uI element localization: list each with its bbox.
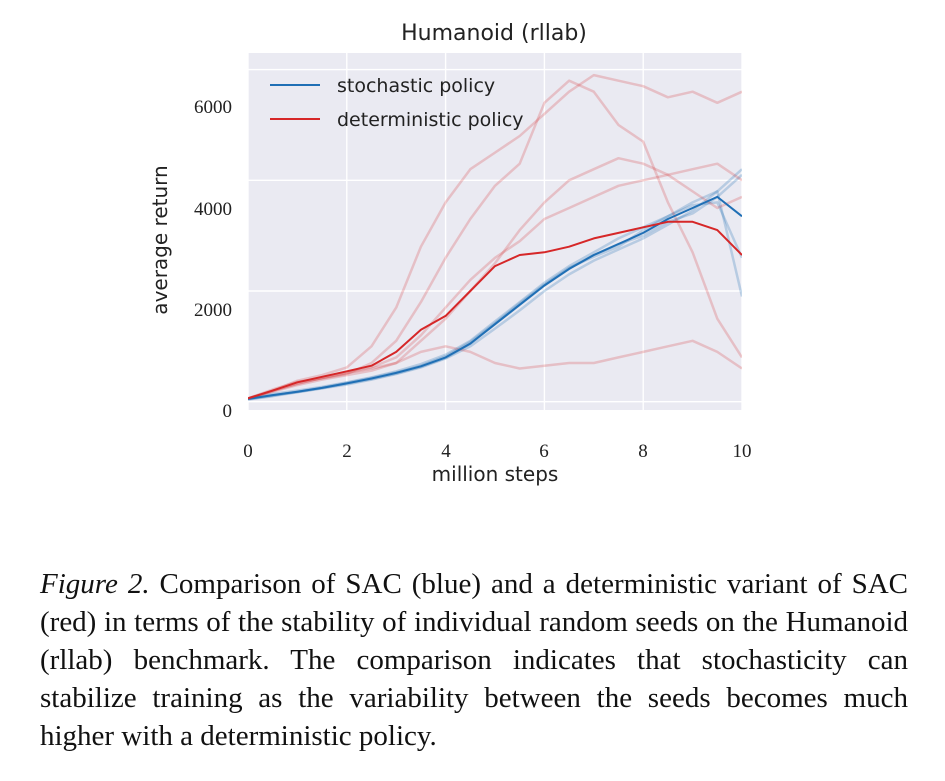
x-tick-label: 2 [342,441,352,462]
legend-label-deterministic: deterministic policy [337,109,524,131]
y-axis-ticks: 0 2000 4000 6000 [194,97,232,422]
mean-lines [248,195,742,400]
x-tick-label: 8 [638,441,648,462]
legend-label-stochastic: stochastic policy [337,75,495,97]
x-axis-label: million steps [432,462,559,486]
deterministic-mean-line [248,220,742,400]
legend: stochastic policy deterministic policy [270,75,524,131]
y-tick-label: 0 [223,401,233,422]
deterministic-seed-line [248,73,742,400]
deterministic-seed-line [248,339,742,400]
x-tick-label: 4 [441,441,451,462]
deterministic-seed-line [248,156,742,400]
caption-text: Comparison of SAC (blue) and a determini… [40,568,909,752]
y-tick-label: 2000 [194,300,232,321]
x-tick-label: 10 [733,441,752,462]
chart-figure: Humanoid (rllab) 0 2 4 6 8 10 0 2000 400… [148,21,752,486]
y-axis-label: average return [148,165,172,314]
caption-label: Figure 2. [40,568,150,600]
figure-caption: Figure 2. Comparison of SAC (blue) and a… [40,565,908,755]
stochastic-seed-line [248,201,742,400]
x-tick-label: 0 [243,441,253,462]
x-tick-label: 6 [539,441,549,462]
grid-lines [247,53,743,410]
deterministic-seed-line [248,162,742,400]
chart-title: Humanoid (rllab) [401,21,587,46]
y-tick-label: 4000 [194,199,232,220]
y-tick-label: 6000 [194,97,232,118]
plot-area [248,53,742,410]
x-axis-ticks: 0 2 4 6 8 10 [243,441,751,462]
deterministic-seed-line [248,79,742,400]
